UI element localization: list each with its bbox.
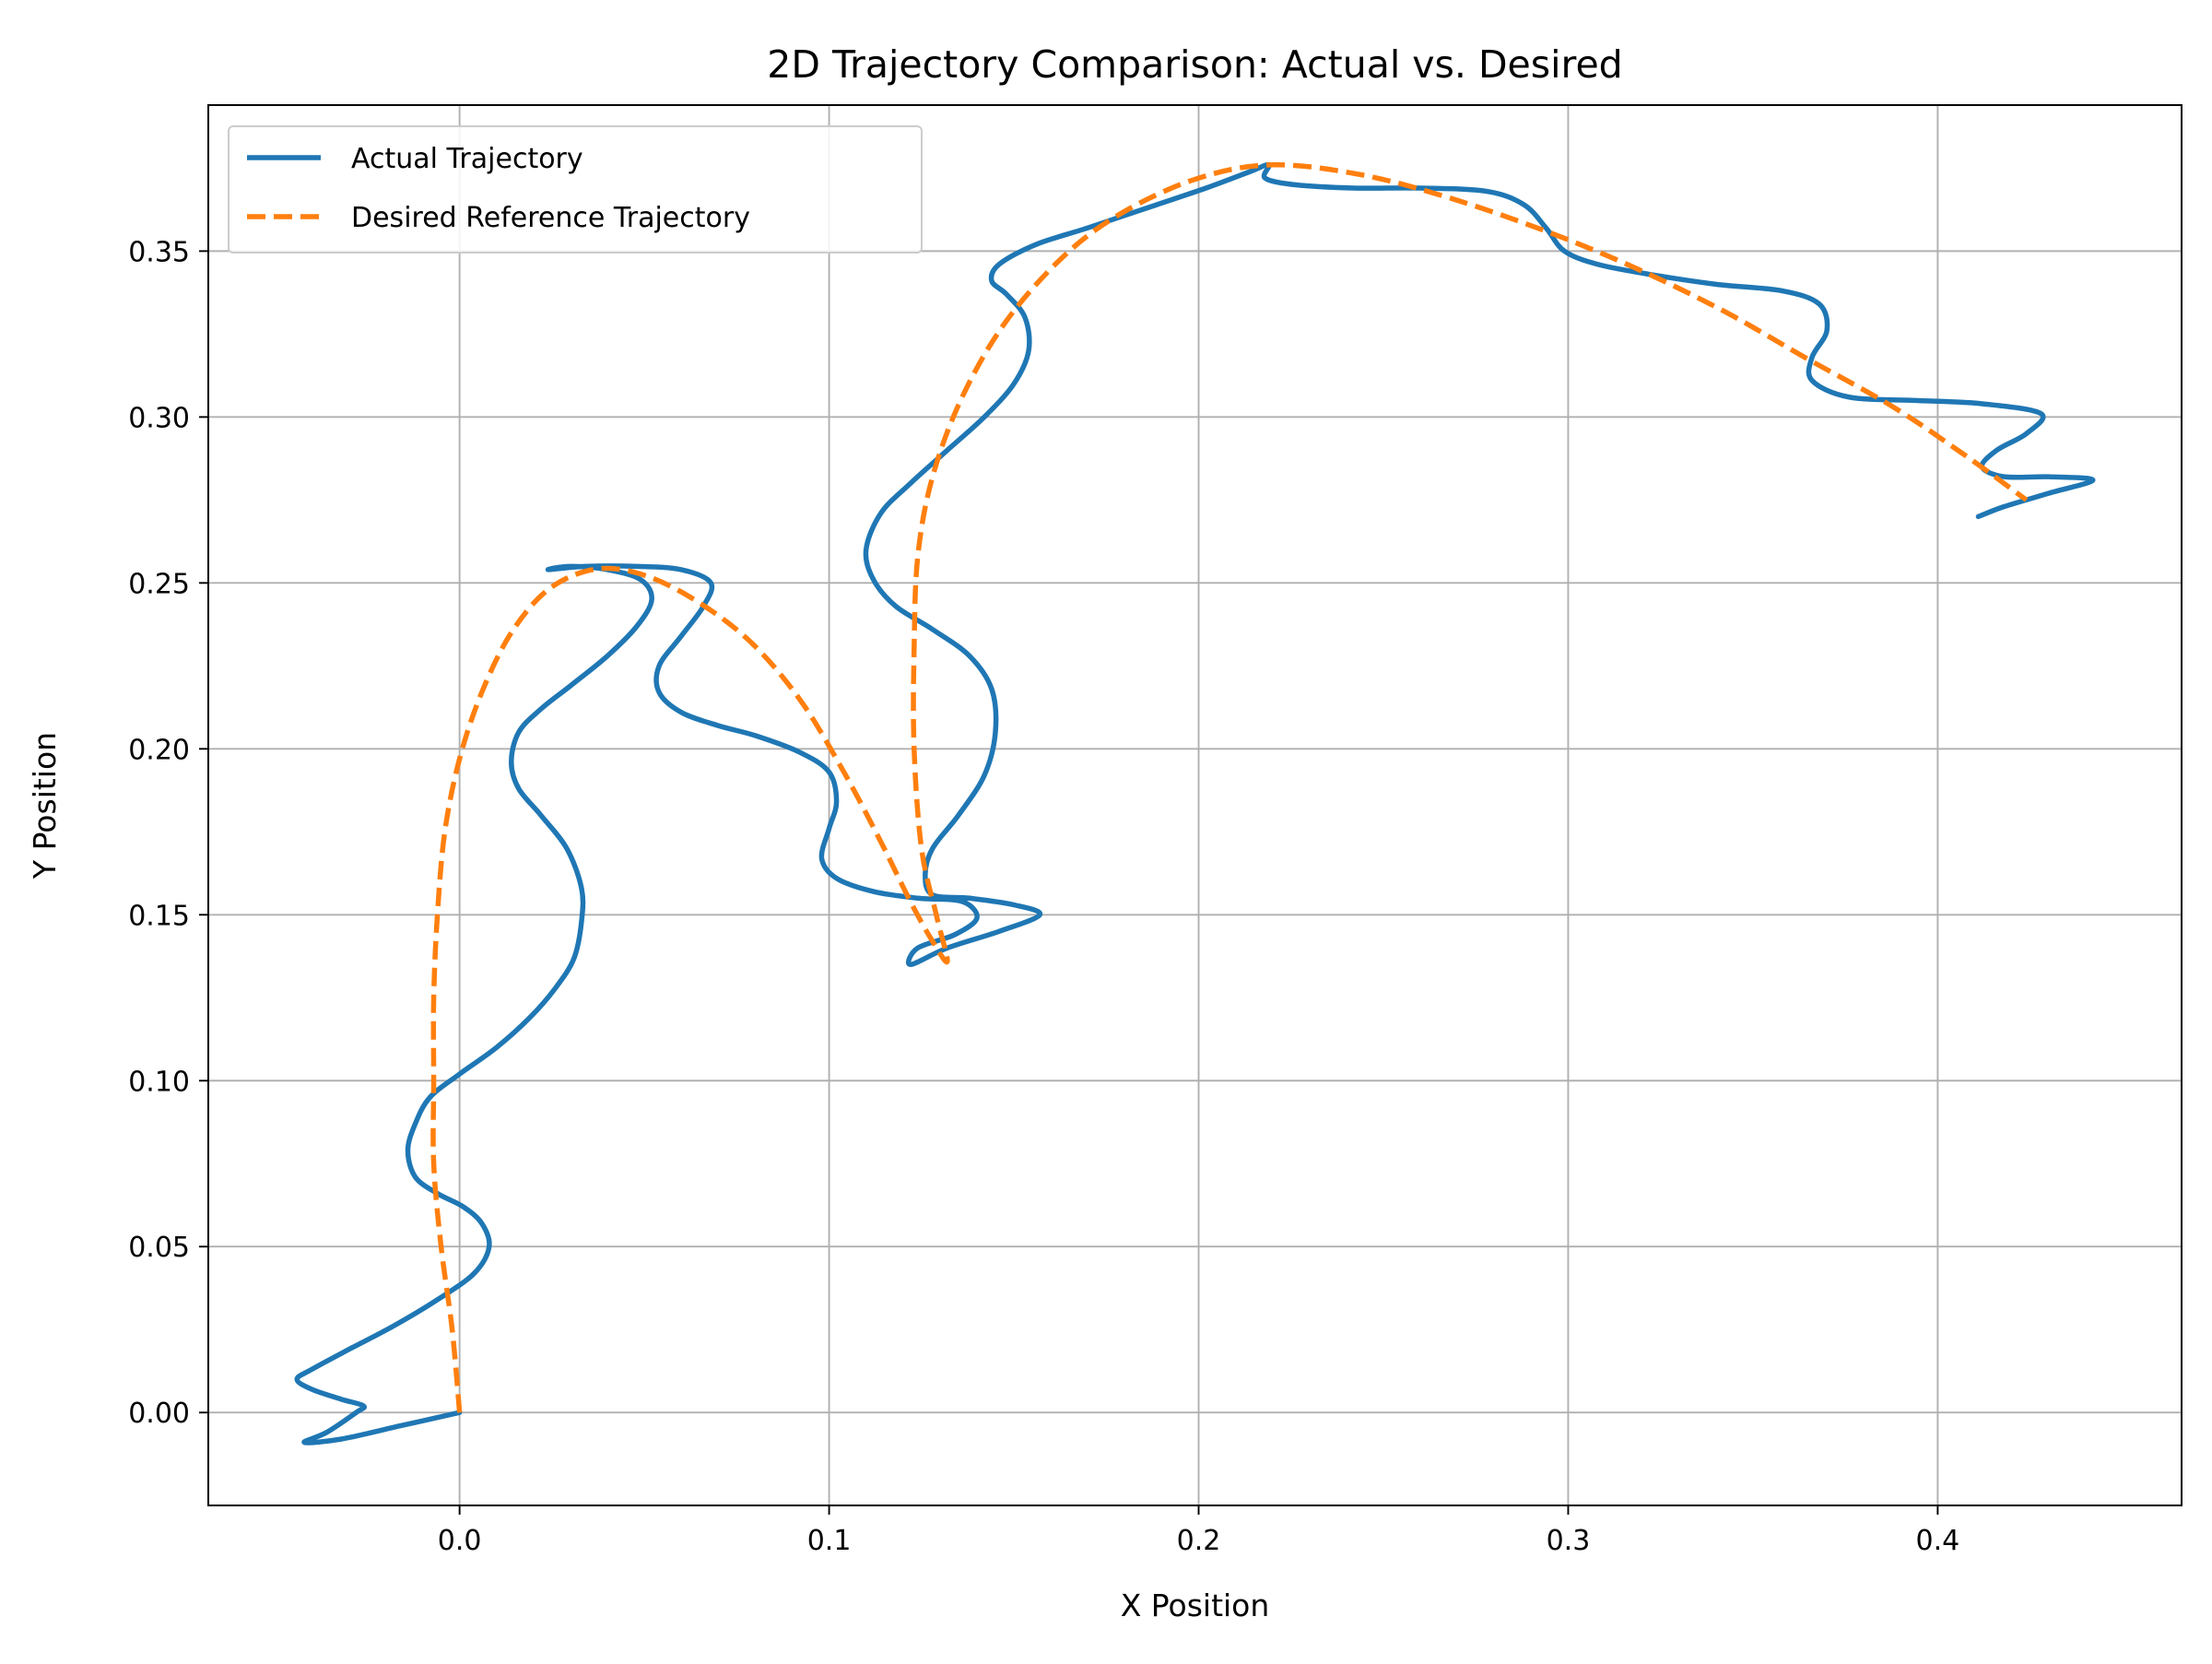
legend-label-desired: Desired Reference Trajectory bbox=[351, 202, 750, 234]
legend: Actual Trajectory Desired Reference Traje… bbox=[228, 125, 923, 254]
x-tick-label: 0.3 bbox=[1547, 1525, 1591, 1557]
plot-frame bbox=[207, 104, 2183, 1506]
y-tick-label: 0.10 bbox=[128, 1066, 190, 1098]
x-tick-label: 0.0 bbox=[438, 1525, 482, 1557]
x-tick-label: 0.2 bbox=[1177, 1525, 1221, 1557]
chart-title: 2D Trajectory Comparison: Actual vs. Des… bbox=[767, 42, 1622, 87]
legend-box bbox=[228, 125, 923, 254]
y-tick-label: 0.20 bbox=[128, 734, 190, 766]
x-axis-label: X Position bbox=[1121, 1587, 1270, 1623]
grid bbox=[208, 105, 2182, 1505]
ticks: 0.0 0.1 0.2 0.3 0.4 0.00 0.05 0.10 0.15 0.20 0.25 0… bbox=[128, 236, 1959, 1557]
y-tick-label: 0.25 bbox=[128, 568, 190, 600]
x-tick-label: 0.4 bbox=[1916, 1525, 1960, 1557]
x-tick-label: 0.1 bbox=[807, 1525, 852, 1557]
actual-trajectory-line bbox=[294, 161, 2096, 1446]
legend-label-actual: Actual Trajectory bbox=[351, 143, 583, 175]
y-tick-label: 0.35 bbox=[128, 236, 190, 268]
desired-trajectory-line bbox=[430, 162, 2029, 1413]
y-axis-label: Y Position bbox=[27, 732, 63, 879]
y-tick-label: 0.15 bbox=[128, 900, 190, 932]
y-tick-label: 0.00 bbox=[128, 1398, 190, 1430]
series-layer bbox=[294, 161, 2096, 1446]
y-tick-label: 0.30 bbox=[128, 402, 190, 434]
y-tick-label: 0.05 bbox=[128, 1232, 190, 1264]
